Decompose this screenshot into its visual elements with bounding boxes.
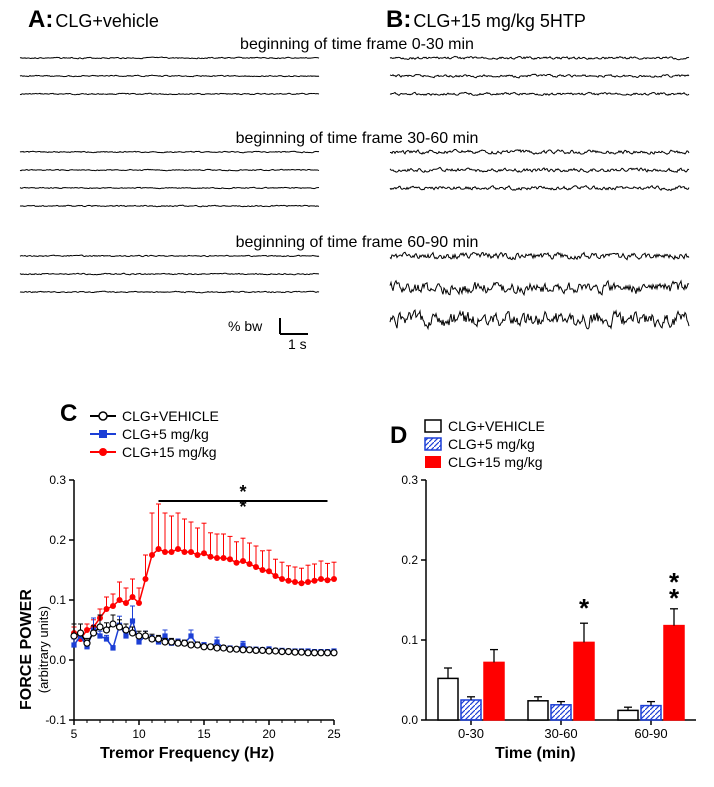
svg-text:10: 10 xyxy=(132,727,146,741)
svg-text:0.3: 0.3 xyxy=(401,473,418,487)
svg-text:0-30: 0-30 xyxy=(458,726,484,741)
svg-text:0.0: 0.0 xyxy=(49,653,66,667)
svg-text:*: * xyxy=(239,497,246,517)
svg-text:15: 15 xyxy=(197,727,211,741)
svg-text:0.1: 0.1 xyxy=(49,593,66,607)
panel-c-chart: -0.10.00.10.20.3510152025** xyxy=(0,400,360,770)
svg-text:60-90: 60-90 xyxy=(634,726,667,741)
svg-text:*: * xyxy=(669,583,680,613)
svg-text:0.2: 0.2 xyxy=(401,553,418,567)
svg-text:25: 25 xyxy=(327,727,341,741)
scalebar-y-label: % bw xyxy=(228,318,262,334)
scale-bar: % bw 1 s xyxy=(238,322,358,362)
svg-text:0.0: 0.0 xyxy=(401,713,418,727)
panel-d: D CLG+VEHICLE CLG+5 mg/kg CLG+15 mg/kg T… xyxy=(380,400,714,770)
svg-text:30-60: 30-60 xyxy=(544,726,577,741)
svg-text:20: 20 xyxy=(262,727,276,741)
panel-c: C FORCE POWER (arbitrary units) Tremor F… xyxy=(0,400,360,770)
svg-text:0.1: 0.1 xyxy=(401,633,418,647)
svg-text:0.3: 0.3 xyxy=(49,473,66,487)
svg-text:5: 5 xyxy=(71,727,78,741)
svg-text:0.2: 0.2 xyxy=(49,533,66,547)
svg-text:-0.1: -0.1 xyxy=(45,713,66,727)
panel-d-chart: 0.00.10.20.30-3030-6060-90*** xyxy=(380,400,714,770)
svg-text:*: * xyxy=(579,593,590,623)
